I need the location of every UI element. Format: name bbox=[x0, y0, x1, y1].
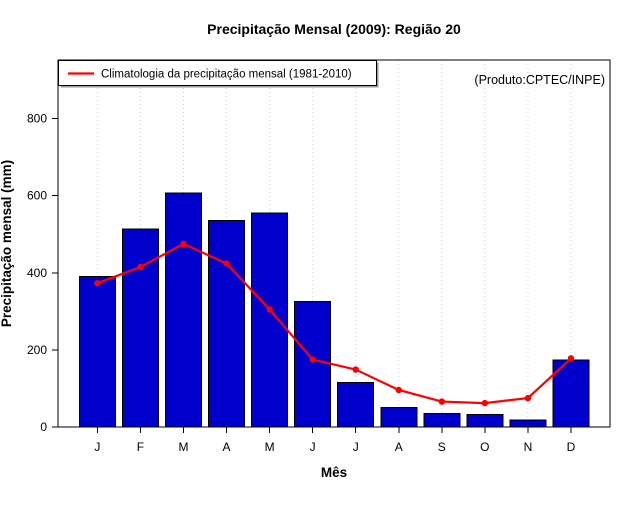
x-tick-label: J bbox=[94, 440, 100, 454]
x-tick-label: M bbox=[265, 440, 275, 454]
y-tick-label: 400 bbox=[27, 266, 47, 280]
x-tick-label: O bbox=[480, 440, 489, 454]
climatology-point-S8 bbox=[438, 398, 445, 405]
y-tick-label: 600 bbox=[27, 189, 47, 203]
bar-D11 bbox=[552, 359, 590, 428]
bar-A7 bbox=[380, 407, 418, 428]
climatology-line bbox=[94, 240, 575, 407]
bar-J0 bbox=[78, 276, 116, 428]
climatology-point-A3 bbox=[223, 260, 230, 267]
watermark: (Produto:CPTEC/INPE) bbox=[474, 73, 605, 87]
bar-S8 bbox=[423, 413, 461, 428]
bar-O9 bbox=[466, 413, 504, 428]
climatology-point-N10 bbox=[524, 394, 532, 402]
climatology-point-A7 bbox=[395, 386, 402, 394]
climatology-point-J0 bbox=[94, 280, 101, 287]
bar-M2 bbox=[165, 192, 202, 428]
legend-label: Climatologia da precipitação mensal (198… bbox=[101, 69, 352, 81]
x-tick-label: F bbox=[137, 440, 144, 454]
bar-J5 bbox=[294, 300, 332, 428]
climatology-point-F1 bbox=[137, 263, 144, 271]
y-axis-label: Precipitação mensal (mm) bbox=[0, 160, 14, 327]
x-tick-label: J bbox=[353, 440, 359, 454]
chart-title: Precipitação Mensal (2009): Região 20 bbox=[207, 21, 461, 37]
bar-F1 bbox=[121, 228, 159, 428]
bars-2009 bbox=[78, 192, 590, 428]
axis-tick-labels: J F M A M J J A S O N D 0 200 400 600 800 bbox=[27, 112, 576, 454]
axis-ticks bbox=[52, 118, 572, 433]
climatology-point-D11 bbox=[567, 355, 575, 362]
x-tick-label: M bbox=[179, 440, 189, 454]
x-tick-label: A bbox=[395, 440, 403, 454]
legend-box bbox=[58, 60, 377, 86]
legend: Climatologia da precipitação mensal (198… bbox=[58, 60, 379, 88]
y-tick-label: 0 bbox=[40, 420, 47, 434]
x-tick-label: D bbox=[567, 440, 576, 454]
x-tick-label: S bbox=[438, 440, 446, 454]
climatology-point-J6 bbox=[352, 366, 359, 373]
bar-J6 bbox=[337, 382, 375, 428]
bar-A3 bbox=[208, 219, 246, 428]
climatology-point-O9 bbox=[481, 399, 489, 407]
x-tick-label: J bbox=[310, 440, 316, 454]
climatology-point-J5 bbox=[309, 356, 316, 363]
climatology-point-M4 bbox=[266, 306, 273, 313]
bar-N10 bbox=[509, 419, 547, 428]
climatology-polyline bbox=[97, 242, 572, 405]
y-tick-label: 800 bbox=[27, 112, 47, 126]
y-tick-label: 200 bbox=[27, 343, 47, 357]
x-tick-label: N bbox=[524, 440, 533, 454]
x-tick-label: A bbox=[223, 440, 231, 454]
climatology-point-M2 bbox=[180, 240, 187, 248]
bar-M4 bbox=[251, 212, 289, 428]
x-axis-label: Mês bbox=[321, 465, 347, 480]
